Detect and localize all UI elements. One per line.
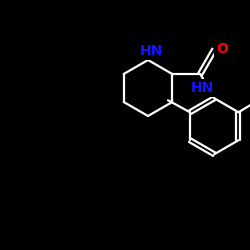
Text: HN: HN [140, 44, 162, 58]
Text: HN: HN [190, 81, 214, 95]
Text: O: O [216, 42, 228, 56]
Text: HN: HN [190, 81, 214, 95]
Text: HN: HN [140, 44, 162, 58]
Text: O: O [216, 42, 228, 56]
